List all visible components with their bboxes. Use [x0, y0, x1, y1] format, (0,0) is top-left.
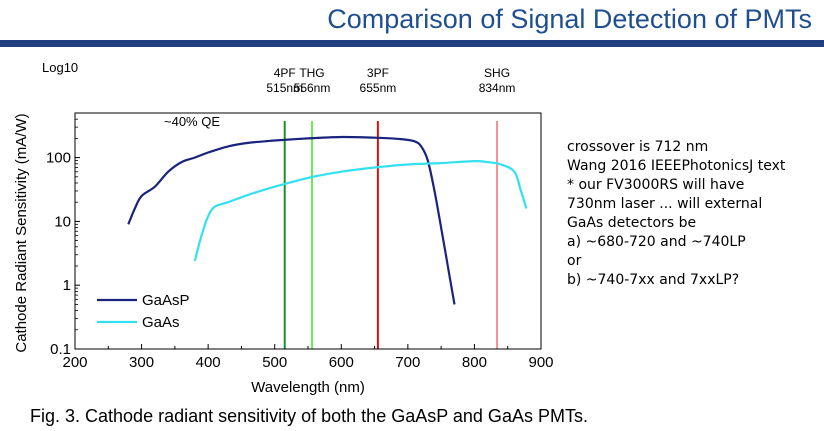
marker-wavelength-3pf: 655nm: [360, 81, 397, 95]
title-divider: [0, 40, 824, 47]
legend-label-gaasp: GaAsP: [142, 292, 190, 309]
y-scale-label: Log10: [42, 60, 78, 75]
x-tick-label: 400: [196, 354, 221, 371]
slide-title: Comparison of Signal Detection of PMTs: [327, 4, 812, 34]
series-layer: [127, 135, 528, 305]
note-line: 730nm laser ... will external: [567, 196, 763, 212]
marker-label-thg: THG: [299, 66, 324, 80]
legend-label-gaas: GaAs: [142, 314, 180, 331]
y-tick-label: 10: [54, 213, 71, 230]
marker-label-4pf: 4PF: [274, 66, 296, 80]
x-tick-label: 500: [262, 354, 287, 371]
figure-caption: Fig. 3. Cathode radiant sensitivity of b…: [30, 406, 588, 426]
series-line-gaas: [193, 159, 528, 262]
axes: 200 300 400 500 600 700 800 900 0.1 1 10 100: [46, 112, 554, 371]
x-tick-label: 700: [395, 354, 420, 371]
legend: GaAsP GaAs: [97, 292, 190, 331]
notes-panel: crossover is 712 nm Wang 2016 IEEEPhotoni…: [567, 138, 822, 290]
series-line-gaasp: [127, 135, 456, 305]
note-line: * our FV3000RS will have: [567, 177, 745, 193]
note-line: GaAs detectors be: [567, 215, 697, 231]
marker-wavelength-thg: 556nm: [294, 81, 331, 95]
x-tick-label: 600: [329, 354, 354, 371]
note-line: or: [567, 253, 582, 269]
x-tick-label: 900: [528, 354, 553, 371]
marker-wavelength-shg: 834nm: [479, 81, 516, 95]
qe-annotation: ~40% QE: [164, 114, 220, 129]
y-tick-label: 1: [63, 277, 71, 294]
y-axis-title: Cathode Radiant Sensitivity (mA/W): [13, 113, 30, 352]
x-axis-title: Wavelength (nm): [251, 379, 365, 396]
note-line: b) ~740-7xx and 7xxLP?: [567, 272, 740, 288]
note-line: a) ~680-720 and ~740LP: [567, 234, 746, 250]
note-line: crossover is 712 nm: [567, 139, 709, 155]
x-tick-label: 200: [62, 354, 87, 371]
marker-wavelength-4pf: 515nm: [266, 81, 303, 95]
marker-label-shg: SHG: [484, 66, 510, 80]
note-line: Wang 2016 IEEEPhotonicsJ text: [567, 158, 786, 174]
y-tick-label: 0.1: [50, 341, 71, 358]
y-tick-label: 100: [46, 150, 71, 167]
x-tick-label: 300: [129, 354, 154, 371]
marker-label-3pf: 3PF: [367, 66, 389, 80]
x-tick-label: 800: [462, 354, 487, 371]
